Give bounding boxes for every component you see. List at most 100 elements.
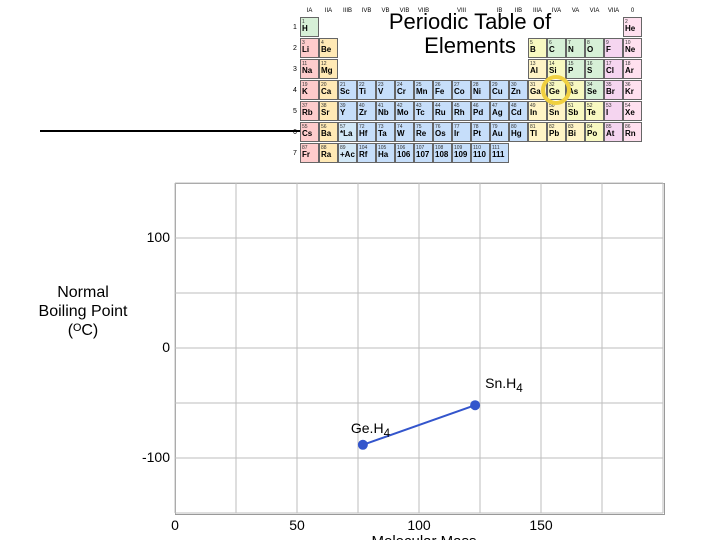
element-cell-Ra: 88Ra: [319, 143, 338, 163]
x-axis-label: Molecular Mass: [349, 533, 499, 540]
element-cell-Cd: 48Cd: [509, 101, 528, 121]
element-cell-Be: 4Be: [319, 38, 338, 58]
element-cell-: 108108: [433, 143, 452, 163]
ylabel-line: (ᴼC): [28, 321, 138, 340]
x-tick: 0: [160, 517, 190, 533]
element-cell-Y: 39Y: [338, 101, 357, 121]
element-cell-Co: 27Co: [452, 80, 471, 100]
element-cell-Tl: 81Tl: [528, 122, 547, 142]
element-cell-: 111111: [490, 143, 509, 163]
period-label: 1: [290, 17, 300, 38]
element-cell-K: 19K: [300, 80, 319, 100]
element-cell-O: 8O: [585, 38, 604, 58]
element-cell-Ir: 77Ir: [452, 122, 471, 142]
element-cell-P: 15P: [566, 59, 585, 79]
period-label: 4: [290, 80, 300, 101]
title-underline: [40, 130, 300, 132]
element-cell-Sc: 21Sc: [338, 80, 357, 100]
element-cell-: 110110: [471, 143, 490, 163]
highlight-circle-icon: [541, 75, 571, 105]
element-cell-He: 2He: [623, 17, 642, 37]
element-cell-: 106106: [395, 143, 414, 163]
element-cell-Al: 13Al: [528, 59, 547, 79]
element-cell-Pt: 78Pt: [471, 122, 490, 142]
x-tick: 50: [282, 517, 312, 533]
element-cell-Cl: 17Cl: [604, 59, 623, 79]
element-cell-Cs: 55Cs: [300, 122, 319, 142]
y-tick: 100: [130, 229, 170, 245]
element-cell-B: 5B: [528, 38, 547, 58]
period-label: 7: [290, 143, 300, 164]
element-cell-Os: 76Os: [433, 122, 452, 142]
element-cell-Rh: 45Rh: [452, 101, 471, 121]
element-cell-W: 74W: [395, 122, 414, 142]
element-cell-Po: 84Po: [585, 122, 604, 142]
element-cell-Tc: 43Tc: [414, 101, 433, 121]
y-axis-label: NormalBoiling Point(ᴼC): [28, 283, 138, 341]
element-cell-Fr: 87Fr: [300, 143, 319, 163]
element-cell-: 107107: [414, 143, 433, 163]
data-point: [470, 400, 480, 410]
element-cell-S: 16S: [585, 59, 604, 79]
element-cell-Ar: 18Ar: [623, 59, 642, 79]
element-cell-I: 53I: [604, 101, 623, 121]
element-cell-Zn: 30Zn: [509, 80, 528, 100]
element-cell-Ru: 44Ru: [433, 101, 452, 121]
data-label: Sn.H4: [485, 375, 523, 395]
element-cell-Ac: 89+Ac: [338, 143, 357, 163]
ylabel-line: Boiling Point: [28, 302, 138, 321]
element-cell-Ni: 28Ni: [471, 80, 490, 100]
data-label: Ge.H4: [351, 420, 390, 440]
element-cell-Re: 75Re: [414, 122, 433, 142]
element-cell-Br: 35Br: [604, 80, 623, 100]
element-cell-Mn: 25Mn: [414, 80, 433, 100]
element-cell-Rb: 37Rb: [300, 101, 319, 121]
periodic-table: IAIIAIIIBIVBVBVIBVIIBVIIIIBIIBIIIAIVAVAV…: [290, 8, 642, 164]
element-cell-Ha: 105Ha: [376, 143, 395, 163]
element-cell-V: 23V: [376, 80, 395, 100]
element-cell-Bi: 83Bi: [566, 122, 585, 142]
x-tick: 100: [404, 517, 434, 533]
element-cell-Sr: 38Sr: [319, 101, 338, 121]
element-cell-Sb: 51Sb: [566, 101, 585, 121]
element-cell-Kr: 36Kr: [623, 80, 642, 100]
element-cell-Ti: 22Ti: [357, 80, 376, 100]
element-cell-Ca: 20Ca: [319, 80, 338, 100]
element-cell-Nb: 41Nb: [376, 101, 395, 121]
element-cell-Ta: 73Ta: [376, 122, 395, 142]
data-point: [358, 440, 368, 450]
element-cell-C: 6C: [547, 38, 566, 58]
element-cell-In: 49In: [528, 101, 547, 121]
element-cell-Xe: 54Xe: [623, 101, 642, 121]
element-cell-H: 1H: [300, 17, 319, 37]
element-cell-Mo: 42Mo: [395, 101, 414, 121]
element-cell-Hf: 72Hf: [357, 122, 376, 142]
period-label: 5: [290, 101, 300, 122]
chart-plot: [175, 183, 663, 513]
period-label: 3: [290, 59, 300, 80]
element-cell-: 109109: [452, 143, 471, 163]
period-label: 6: [290, 122, 300, 143]
element-cell-La: 57*La: [338, 122, 357, 142]
element-cell-Rn: 86Rn: [623, 122, 642, 142]
y-tick: -100: [130, 449, 170, 465]
element-cell-At: 85At: [604, 122, 623, 142]
element-cell-Pd: 46Pd: [471, 101, 490, 121]
element-cell-Ag: 47Ag: [490, 101, 509, 121]
element-cell-Rf: 104Rf: [357, 143, 376, 163]
element-cell-Na: 11Na: [300, 59, 319, 79]
y-tick: 0: [130, 339, 170, 355]
element-cell-Ba: 56Ba: [319, 122, 338, 142]
element-cell-N: 7N: [566, 38, 585, 58]
element-cell-Mg: 12Mg: [319, 59, 338, 79]
element-cell-Hg: 80Hg: [509, 122, 528, 142]
element-cell-Li: 3Li: [300, 38, 319, 58]
period-label: 2: [290, 38, 300, 59]
element-cell-Fe: 26Fe: [433, 80, 452, 100]
element-cell-Zr: 40Zr: [357, 101, 376, 121]
element-cell-Cu: 29Cu: [490, 80, 509, 100]
element-cell-Pb: 82Pb: [547, 122, 566, 142]
element-cell-Au: 79Au: [490, 122, 509, 142]
x-tick: 150: [526, 517, 556, 533]
element-cell-F: 9F: [604, 38, 623, 58]
